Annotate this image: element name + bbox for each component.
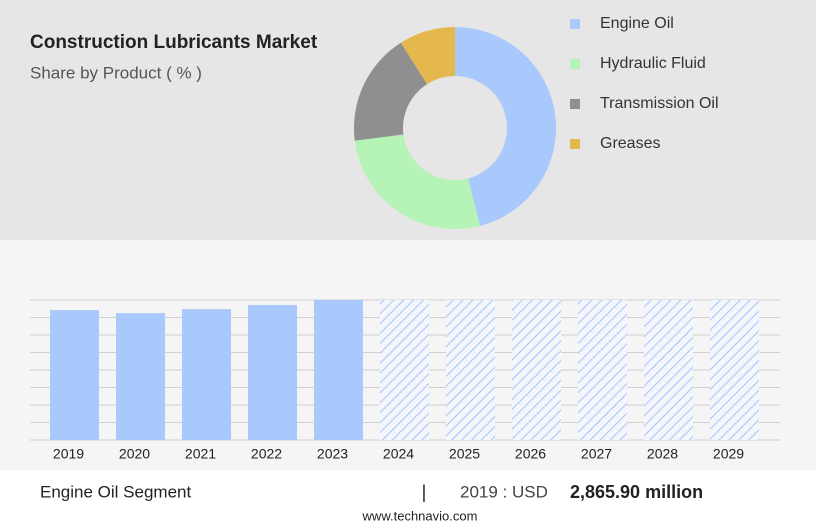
x-tick-label: 2021: [185, 446, 216, 462]
x-tick-label: 2028: [647, 446, 678, 462]
x-tick-label: 2029: [713, 446, 744, 462]
x-tick-label: 2019: [53, 446, 84, 462]
forecast-placeholder: [710, 300, 759, 440]
pie-slice: [400, 27, 455, 85]
x-tick-label: 2023: [317, 446, 348, 462]
bar: [50, 310, 99, 440]
legend-swatch: [570, 59, 580, 69]
x-tick-label: 2026: [515, 446, 546, 462]
x-tick-label: 2025: [449, 446, 480, 462]
legend-swatch: [570, 99, 580, 109]
footer-year: 2019 : USD: [460, 482, 548, 501]
legend-swatch: [570, 139, 580, 149]
legend-label: Hydraulic Fluid: [600, 55, 706, 72]
chart-subtitle: Share by Product ( % ): [30, 63, 202, 82]
legend-label: Greases: [600, 135, 660, 152]
forecast-placeholder: [380, 300, 429, 440]
pie-slice: [354, 42, 428, 141]
footer-separator: |: [422, 482, 427, 502]
legend-label: Transmission Oil: [600, 95, 719, 112]
chart-title: Construction Lubricants Market: [30, 32, 318, 53]
forecast-placeholder: [446, 300, 495, 440]
footer-segment: Engine Oil Segment: [40, 482, 191, 501]
bar: [182, 309, 231, 440]
footer-source: www.technavio.com: [362, 508, 478, 523]
bar: [248, 304, 297, 440]
bar: [314, 300, 363, 440]
x-tick-label: 2022: [251, 446, 282, 462]
footer-amount: 2,865.90 million: [570, 482, 703, 502]
x-tick-label: 2024: [383, 446, 414, 462]
forecast-placeholder: [644, 300, 693, 440]
forecast-placeholder: [578, 300, 627, 440]
legend-label: Engine Oil: [600, 15, 674, 32]
x-tick-label: 2020: [119, 446, 150, 462]
bar: [116, 313, 165, 440]
pie-slice: [455, 27, 556, 226]
forecast-placeholder: [512, 300, 561, 440]
pie-slice: [354, 134, 481, 229]
legend-swatch: [570, 19, 580, 29]
x-tick-label: 2027: [581, 446, 612, 462]
